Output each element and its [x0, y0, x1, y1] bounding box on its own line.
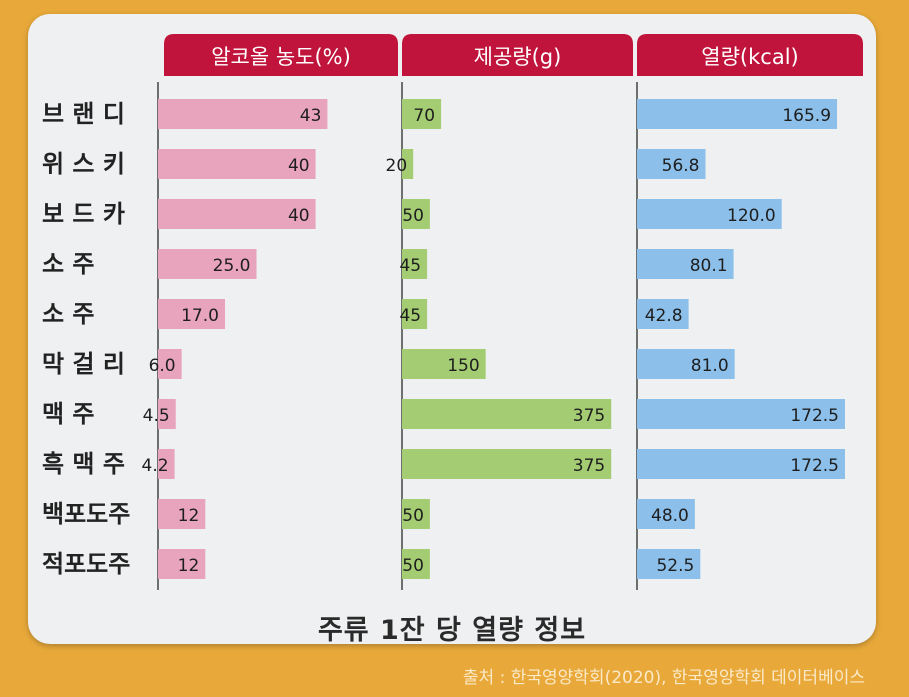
bar [402, 299, 428, 329]
category-label: 맥 주 [42, 400, 95, 428]
data-label: 4.5 [143, 406, 170, 426]
bar [402, 349, 486, 379]
data-label: 43 [300, 106, 322, 126]
bar [402, 399, 612, 429]
series-name: 열량(kcal) [701, 45, 798, 69]
chart-title: 주류 1잔 당 열량 정보 [317, 615, 587, 646]
category-label: 소 주 [42, 300, 95, 328]
bar [158, 549, 206, 579]
series-header [164, 34, 398, 76]
data-label: 52.5 [656, 556, 694, 576]
data-label: 40 [288, 206, 310, 226]
bar [158, 199, 316, 229]
chart-svg: 브 랜 디위 스 키보 드 카소 주소 주막 걸 리맥 주흑 맥 주백포도주적포… [42, 34, 863, 590]
category-label: 보 드 카 [42, 200, 125, 228]
bar [158, 499, 206, 529]
bar [158, 299, 225, 329]
data-label: 50 [402, 206, 424, 226]
bar [637, 149, 706, 179]
bar [402, 449, 612, 479]
data-label: 375 [573, 456, 605, 476]
bar [402, 249, 428, 279]
bar [637, 199, 782, 229]
bar [637, 549, 701, 579]
data-label: 165.9 [782, 106, 831, 126]
bar [402, 199, 430, 229]
series-name: 제공량(g) [474, 45, 562, 69]
data-label: 172.5 [790, 406, 839, 426]
bar [637, 449, 845, 479]
data-label: 172.5 [790, 456, 839, 476]
data-label: 42.8 [645, 306, 683, 326]
series-name: 알코올 농도(%) [211, 45, 351, 69]
data-label: 17.0 [181, 306, 219, 326]
bar [637, 399, 845, 429]
series-header [402, 34, 633, 76]
data-label: 50 [402, 556, 424, 576]
category-label: 백포도주 [42, 500, 130, 528]
category-label: 적포도주 [42, 550, 130, 578]
data-label: 45 [399, 256, 421, 276]
data-label: 70 [413, 106, 435, 126]
bar [158, 349, 182, 379]
data-label: 48.0 [651, 506, 689, 526]
data-label: 45 [399, 306, 421, 326]
data-label: 81.0 [691, 356, 729, 376]
category-label: 브 랜 디 [42, 100, 125, 128]
data-label: 25.0 [213, 256, 251, 276]
data-label: 80.1 [690, 256, 728, 276]
bar [637, 349, 735, 379]
bar [158, 249, 257, 279]
data-label: 150 [447, 356, 479, 376]
data-label: 12 [178, 506, 200, 526]
bar [158, 99, 328, 129]
bar [158, 449, 175, 479]
category-label: 흑 맥 주 [42, 450, 125, 478]
data-label: 56.8 [662, 156, 700, 176]
bar [637, 99, 838, 129]
category-label: 막 걸 리 [42, 350, 125, 378]
data-label: 12 [178, 556, 200, 576]
data-label: 120.0 [727, 206, 776, 226]
data-label: 375 [573, 406, 605, 426]
bar [402, 149, 414, 179]
category-label: 위 스 키 [42, 150, 125, 178]
data-label: 20 [386, 156, 408, 176]
bar [637, 299, 689, 329]
data-label: 50 [402, 506, 424, 526]
source-note: 출처 : 한국영양학회(2020), 한국영양학회 데이터베이스 [462, 668, 865, 688]
data-label: 4.2 [142, 456, 169, 476]
series-header [637, 34, 863, 76]
data-label: 40 [288, 156, 310, 176]
bar [402, 99, 442, 129]
bar [637, 499, 695, 529]
bar [637, 249, 734, 279]
bar [158, 149, 316, 179]
data-label: 6.0 [149, 356, 176, 376]
bar [158, 399, 176, 429]
bar [402, 549, 430, 579]
bar [402, 499, 430, 529]
category-label: 소 주 [42, 250, 95, 278]
